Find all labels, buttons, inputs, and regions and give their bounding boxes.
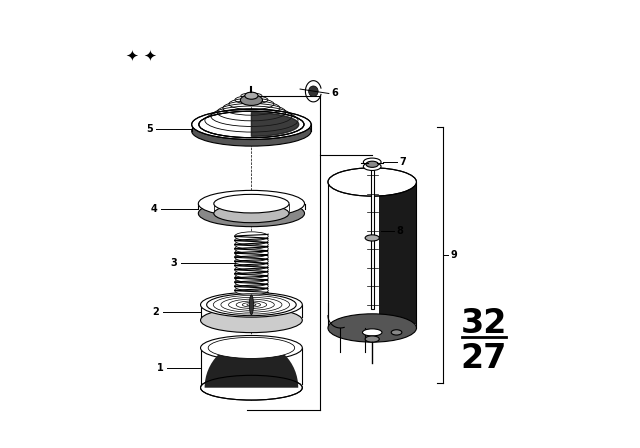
Ellipse shape [366,161,378,168]
Ellipse shape [235,244,268,253]
Text: 4: 4 [150,203,157,214]
Ellipse shape [198,200,305,227]
Text: 27: 27 [461,342,507,375]
Text: 9: 9 [451,250,457,260]
Ellipse shape [235,261,268,270]
Ellipse shape [365,235,380,241]
Ellipse shape [235,249,268,257]
Ellipse shape [235,253,268,262]
Ellipse shape [364,158,381,166]
Ellipse shape [199,111,304,138]
Ellipse shape [235,232,268,241]
Text: ✦: ✦ [125,48,138,63]
Ellipse shape [200,293,302,317]
Ellipse shape [328,314,417,342]
Bar [371,167,374,310]
Text: 7: 7 [399,157,406,167]
Bar [379,182,417,324]
Ellipse shape [235,265,268,274]
Text: 2: 2 [153,307,159,318]
Ellipse shape [214,204,289,223]
Polygon shape [252,112,299,136]
Ellipse shape [214,194,289,213]
Ellipse shape [241,95,262,105]
Text: ✦: ✦ [143,48,156,63]
Text: 8: 8 [397,226,403,236]
Ellipse shape [235,278,268,287]
Text: 3: 3 [170,258,177,268]
Text: 1: 1 [157,363,164,373]
Ellipse shape [235,257,268,266]
Ellipse shape [192,109,311,139]
Ellipse shape [207,294,296,316]
Text: 5: 5 [146,124,153,134]
Ellipse shape [235,236,268,245]
Wedge shape [205,341,298,388]
Ellipse shape [235,274,268,282]
Ellipse shape [200,375,302,400]
Text: 6: 6 [331,88,338,99]
Ellipse shape [200,308,302,332]
Ellipse shape [244,92,258,99]
Ellipse shape [200,336,302,360]
Ellipse shape [250,295,253,314]
Ellipse shape [364,163,381,171]
Ellipse shape [235,240,268,249]
Ellipse shape [362,329,382,336]
Ellipse shape [235,282,268,291]
Ellipse shape [365,336,380,342]
Ellipse shape [328,168,417,196]
Ellipse shape [235,269,268,278]
Ellipse shape [235,286,268,295]
Ellipse shape [391,330,402,335]
Ellipse shape [198,190,305,217]
Text: 32: 32 [461,307,507,340]
Ellipse shape [192,116,311,146]
Ellipse shape [208,337,294,358]
Ellipse shape [308,86,318,97]
